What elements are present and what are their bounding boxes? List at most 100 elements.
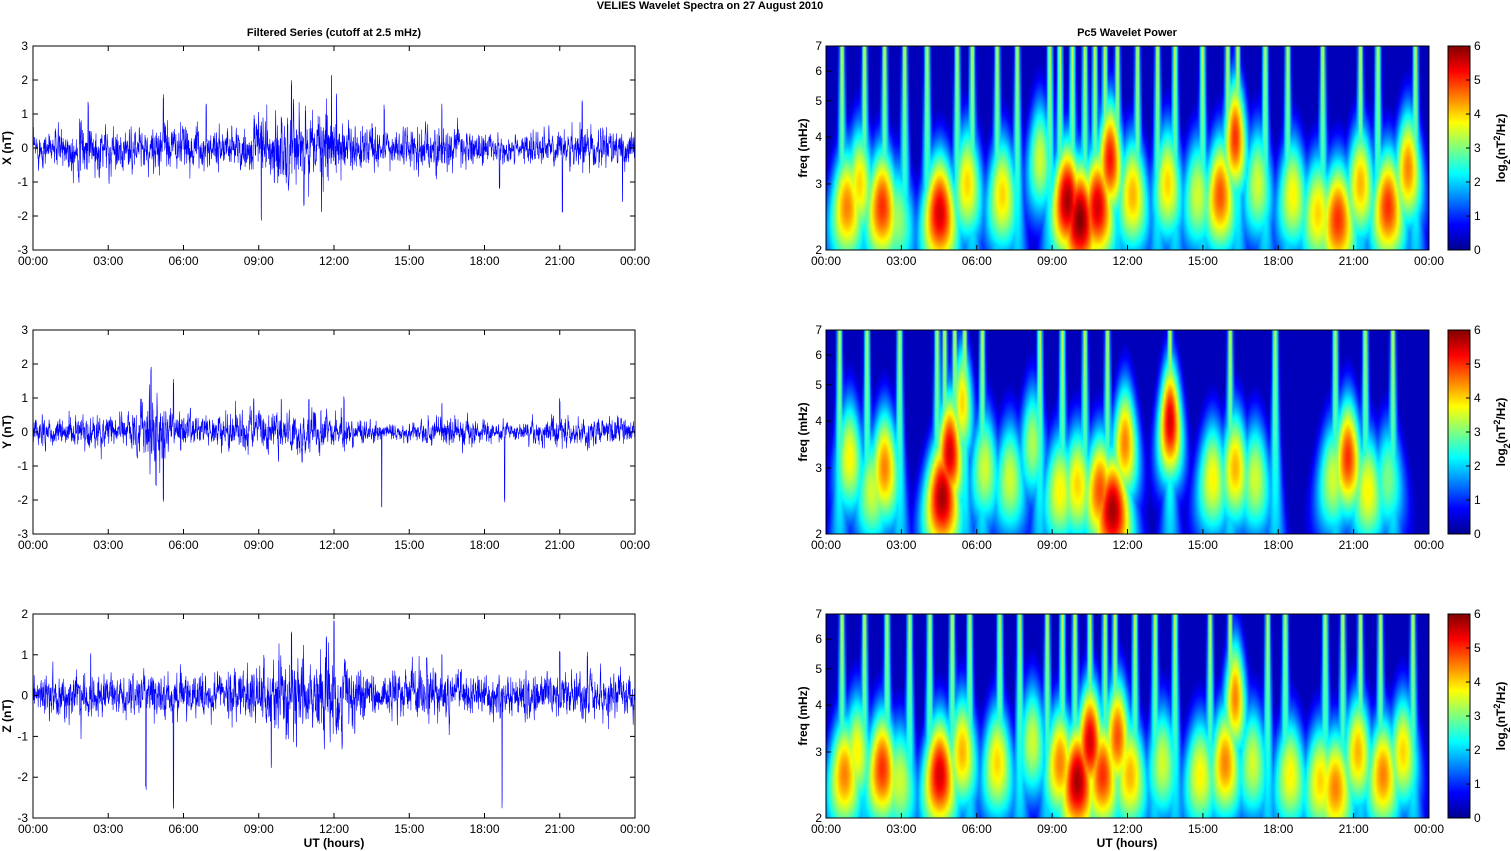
left-xaxis-label: UT (hours)	[304, 836, 365, 850]
xtick-label: 12:00	[319, 538, 349, 552]
colorbar-tick-label: 0	[1474, 527, 1481, 541]
ytick-label: 5	[815, 662, 822, 676]
xtick-label: 15:00	[1188, 538, 1218, 552]
xtick-label: 15:00	[394, 822, 424, 836]
colorbar-tick-label: 4	[1474, 107, 1481, 121]
xtick-label: 09:00	[244, 538, 274, 552]
xtick-label: 09:00	[244, 822, 274, 836]
xtick-label: 09:00	[1037, 822, 1067, 836]
colorbar-tick-label: 4	[1474, 391, 1481, 405]
right-xaxis-label: UT (hours)	[1097, 836, 1158, 850]
ytick-label: 2	[21, 357, 28, 371]
xtick-label: 00:00	[620, 538, 650, 552]
xtick-label: 21:00	[545, 538, 575, 552]
xtick-label: 18:00	[469, 254, 499, 268]
colorbar-tick-label: 0	[1474, 243, 1481, 257]
ylabel-freq: freq (mHz)	[796, 402, 810, 461]
xtick-label: 00:00	[620, 254, 650, 268]
wavelet-y-panel: 2 3 4 5 6 7 00:00 03:00 06:00 09:00 12:00 15:00 18:0…	[796, 323, 1511, 552]
xtick-label: 21:00	[1339, 822, 1369, 836]
ytick-label: 6	[815, 632, 822, 646]
xtick-label: 03:00	[93, 538, 123, 552]
wavelet-power-image	[826, 46, 1429, 250]
ytick-label: 5	[815, 378, 822, 392]
xtick-label: 18:00	[469, 822, 499, 836]
xtick-label: 03:00	[886, 538, 916, 552]
xtick-label: 21:00	[1339, 538, 1369, 552]
xtick-label: 12:00	[1112, 538, 1142, 552]
ytick-label: 6	[815, 64, 822, 78]
ytick-label: 6	[815, 348, 822, 362]
xtick-label: 00:00	[811, 822, 841, 836]
colorbar-tick-label: 5	[1474, 357, 1481, 371]
xtick-label: 00:00	[811, 538, 841, 552]
xtick-label: 12:00	[1112, 254, 1142, 268]
ylabel-freq: freq (mHz)	[796, 118, 810, 177]
colorbar-label: log2(nT2/Hz)	[1492, 682, 1511, 751]
xtick-label: 03:00	[93, 822, 123, 836]
wavelet-power-image	[826, 614, 1429, 818]
ylabel-z: Z (nT)	[0, 699, 14, 732]
xtick-label: 12:00	[319, 822, 349, 836]
colorbar-tick-label: 5	[1474, 641, 1481, 655]
xtick-label: 00:00	[1414, 538, 1444, 552]
ytick-label: 7	[815, 323, 822, 337]
ytick-label: 3	[21, 323, 28, 337]
xtick-label: 09:00	[244, 254, 274, 268]
xtick-label: 06:00	[168, 254, 198, 268]
ytick-label: 2	[815, 527, 822, 541]
xtick-label: 00:00	[811, 254, 841, 268]
xtick-label: 21:00	[545, 822, 575, 836]
xtick-label: 00:00	[1414, 254, 1444, 268]
xtick-label: 15:00	[394, 538, 424, 552]
timeseries-x-panel: -3 -2 -1 0 1 2 3 00:00 03:00 06:00 09:00 12:00 15:00…	[0, 39, 650, 268]
series-line-y	[32, 366, 636, 508]
colorbar-tick-label: 1	[1474, 209, 1481, 223]
xtick-label: 06:00	[168, 822, 198, 836]
xtick-label: 18:00	[1263, 254, 1293, 268]
timeseries-z-panel: -3 -2 -1 0 1 2 00:00 03:00 06:00 09:00 12:00 15:00 1…	[0, 607, 650, 836]
ytick-label: 3	[815, 461, 822, 475]
ylabel-freq: freq (mHz)	[796, 686, 810, 745]
ytick-label: 0	[21, 689, 28, 703]
xtick-label: 03:00	[886, 254, 916, 268]
ytick-label: 3	[21, 39, 28, 53]
xtick-label: 15:00	[1188, 254, 1218, 268]
xtick-label: 09:00	[1037, 254, 1067, 268]
colorbar-tick-label: 2	[1474, 175, 1481, 189]
colorbar-label: log2(nT2/Hz)	[1492, 398, 1511, 467]
ytick-label: 2	[815, 243, 822, 257]
xtick-label: 06:00	[962, 822, 992, 836]
ytick-label: -1	[17, 729, 28, 743]
colorbar-tick-label: 6	[1474, 39, 1481, 53]
colorbar-tick-label: 3	[1474, 425, 1481, 439]
xtick-label: 21:00	[1339, 254, 1369, 268]
xtick-label: 18:00	[469, 538, 499, 552]
ytick-label: 1	[21, 391, 28, 405]
xtick-label: 12:00	[1112, 822, 1142, 836]
colorbar-tick-label: 3	[1474, 709, 1481, 723]
ytick-label: -3	[17, 811, 28, 825]
colorbar-tick-label: 5	[1474, 73, 1481, 87]
xtick-label: 18:00	[1263, 538, 1293, 552]
xtick-label: 00:00	[1414, 822, 1444, 836]
xtick-label: 00:00	[620, 822, 650, 836]
ytick-label: 5	[815, 94, 822, 108]
ytick-label: 2	[815, 811, 822, 825]
ytick-label: 4	[815, 130, 822, 144]
ytick-label: 3	[815, 745, 822, 759]
ytick-label: 0	[21, 425, 28, 439]
ylabel-x: X (nT)	[0, 131, 14, 165]
xtick-label: 18:00	[1263, 822, 1293, 836]
colorbar-tick-label: 2	[1474, 743, 1481, 757]
ytick-label: 1	[21, 648, 28, 662]
xtick-label: 12:00	[319, 254, 349, 268]
xtick-label: 00:00	[18, 538, 48, 552]
xtick-label: 03:00	[93, 254, 123, 268]
xtick-label: 21:00	[545, 254, 575, 268]
xtick-label: 06:00	[168, 538, 198, 552]
ytick-label: -2	[17, 770, 28, 784]
figure-suptitle: VELIES Wavelet Spectra on 27 August 2010	[597, 0, 824, 12]
xtick-label: 00:00	[18, 822, 48, 836]
